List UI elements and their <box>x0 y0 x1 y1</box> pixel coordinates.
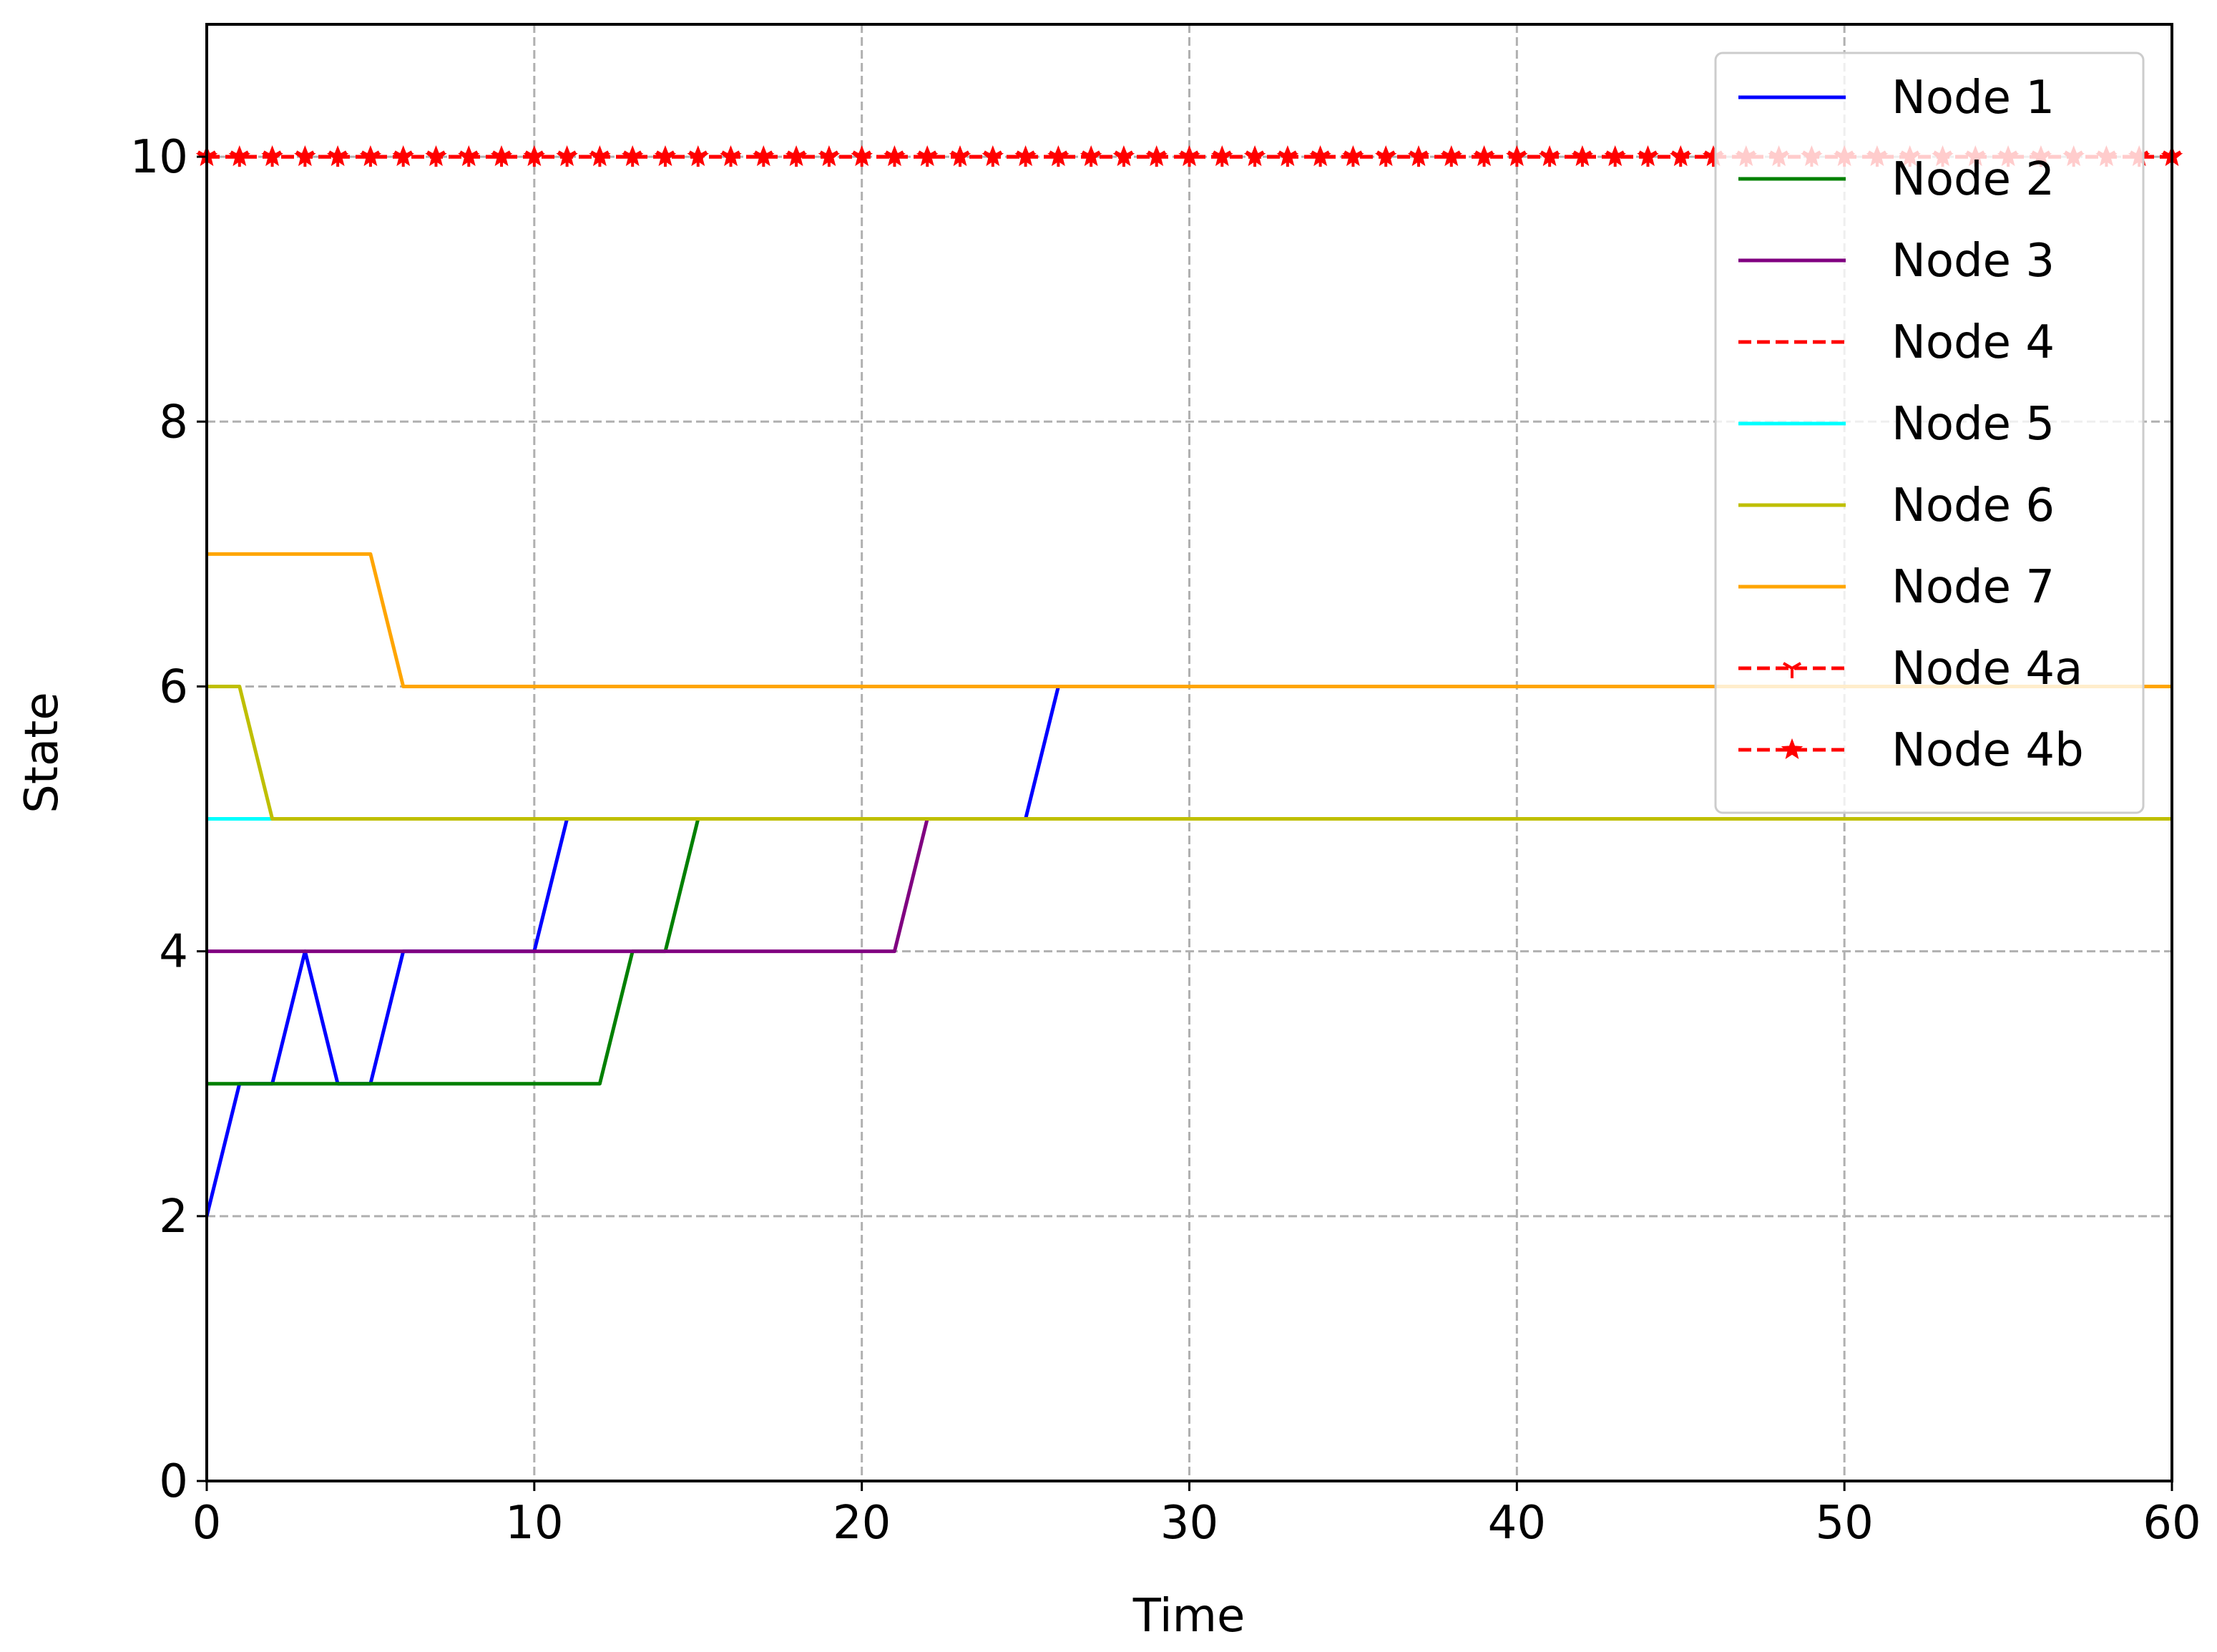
y-tick-label: 2 <box>159 1191 188 1243</box>
y-tick-label: 6 <box>159 660 188 713</box>
data-point-marker <box>1080 145 1102 167</box>
data-point-marker <box>1309 145 1331 167</box>
data-point-marker <box>425 145 447 167</box>
data-point-marker <box>1276 145 1299 167</box>
x-tick-label: 60 <box>2143 1497 2201 1550</box>
data-point-marker <box>884 145 906 167</box>
data-point-marker <box>949 145 972 167</box>
legend-label: Node 6 <box>1891 479 2055 532</box>
data-point-marker <box>1506 145 1528 167</box>
x-tick-label: 10 <box>505 1497 563 1550</box>
data-point-marker <box>720 145 742 167</box>
data-point-marker <box>753 145 775 167</box>
data-point-marker <box>851 145 873 167</box>
data-point-marker <box>523 145 546 167</box>
legend-label: Node 4a <box>1891 642 2083 695</box>
data-point-marker <box>1407 145 1430 167</box>
x-tick-label: 30 <box>1160 1497 1218 1550</box>
data-point-marker <box>785 145 808 167</box>
legend-marker <box>1782 662 1802 678</box>
data-point-marker <box>326 145 349 167</box>
data-point-marker <box>1473 145 1495 167</box>
x-tick-label: 50 <box>1815 1497 1873 1550</box>
data-point-marker <box>1243 145 1266 167</box>
data-point-marker <box>654 145 677 167</box>
data-point-marker <box>1440 145 1463 167</box>
data-point-marker <box>1178 145 1200 167</box>
data-point-marker <box>294 145 316 167</box>
data-point-marker <box>1604 145 1626 167</box>
data-point-marker <box>228 145 251 167</box>
data-point-marker <box>589 145 611 167</box>
y-tick-label: 10 <box>130 131 188 184</box>
legend-label: Node 1 <box>1891 72 2055 124</box>
data-point-marker <box>982 145 1004 167</box>
legend-label: Node 4 <box>1891 316 2055 369</box>
legend-label: Node 2 <box>1891 153 2055 206</box>
data-point-marker <box>916 145 939 167</box>
y-axis-label: State <box>16 692 69 813</box>
series-line-6 <box>207 685 2172 821</box>
legend-label: Node 7 <box>1891 561 2055 614</box>
legend-label: Node 4b <box>1891 724 2084 777</box>
data-point-marker <box>556 145 578 167</box>
x-tick-label: 20 <box>833 1497 891 1550</box>
data-point-marker <box>1637 145 1659 167</box>
legend-label: Node 5 <box>1891 398 2055 451</box>
y-tick-label: 0 <box>159 1455 188 1508</box>
x-axis-label: Time <box>1132 1590 1245 1643</box>
legend: Node 1 Node 2 Node 3 Node 4 Node 5 Node 6 Node… <box>1714 52 2145 814</box>
data-point-marker <box>1112 145 1135 167</box>
data-point-marker <box>1374 145 1397 167</box>
data-point-marker <box>359 145 382 167</box>
axis-ticks: 0 10 20 30 40 50 60 0 2 4 6 8 10 <box>130 131 2201 1550</box>
data-point-marker <box>621 145 644 167</box>
legend-box <box>1714 52 2145 814</box>
data-point-marker <box>1145 145 1168 167</box>
data-point-marker <box>1538 145 1561 167</box>
data-point-marker <box>392 145 414 167</box>
data-point-marker <box>490 145 513 167</box>
x-tick-label: 40 <box>1488 1497 1546 1550</box>
y-tick-label: 8 <box>159 396 188 449</box>
data-point-marker <box>458 145 480 167</box>
x-tick-label: 0 <box>192 1497 222 1550</box>
series-line-7 <box>207 552 2172 688</box>
legend-label: Node 3 <box>1891 235 2055 288</box>
data-point-marker <box>1014 145 1037 167</box>
data-point-marker <box>1571 145 1594 167</box>
legend-marker <box>1781 738 1804 759</box>
data-point-marker <box>1342 145 1364 167</box>
data-point-marker <box>818 145 841 167</box>
y-tick-label: 4 <box>159 926 188 979</box>
data-point-marker <box>1211 145 1233 167</box>
data-point-marker <box>1669 145 1692 167</box>
data-point-marker <box>687 145 710 167</box>
data-point-marker <box>1047 145 1070 167</box>
data-point-marker <box>261 145 283 167</box>
